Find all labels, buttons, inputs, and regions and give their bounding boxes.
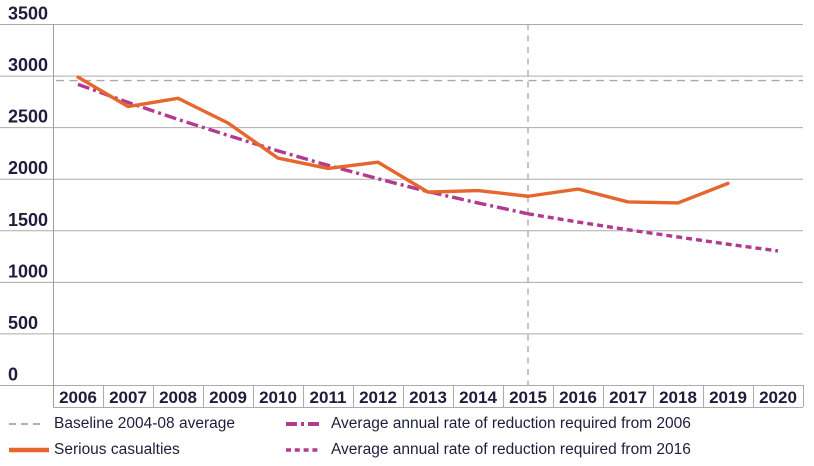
y-tick-label: 3500	[8, 4, 48, 24]
dotted-swatch	[285, 446, 331, 454]
x-tick-label: 2012	[359, 388, 397, 407]
x-tick-label: 2011	[310, 388, 347, 407]
x-tick-label: 2018	[659, 388, 697, 407]
y-tick-label: 1000	[8, 261, 48, 281]
x-tick-label: 2015	[509, 388, 547, 407]
required-from-2006-line	[77, 82, 529, 216]
legend-item-required-from-2016: Average annual rate of reduction require…	[285, 440, 691, 460]
y-tick-label: 2500	[8, 107, 48, 127]
y-tick-label: 2000	[8, 158, 48, 178]
x-tick-label: 2020	[759, 388, 797, 407]
y-tick-label: 3000	[8, 55, 48, 75]
legend-label-serious-casualties: Serious casualties	[54, 441, 180, 458]
x-tick-label: 2017	[609, 388, 647, 407]
x-tick-label: 2010	[259, 388, 297, 407]
x-tick-label: 2019	[709, 388, 747, 407]
y-tick-label: 1500	[8, 210, 48, 230]
serious-casualties-line	[76, 75, 730, 205]
axis-frame	[53, 24, 804, 408]
x-tick-label: 2007	[109, 388, 147, 407]
legend-label-baseline: Baseline 2004-08 average	[54, 415, 235, 432]
x-tick-label: 2009	[209, 388, 247, 407]
y-tick-label: 500	[8, 313, 38, 333]
legend-label-required-from-2006: Average annual rate of reduction require…	[331, 415, 691, 432]
x-axis-labels: 2006 2007 2008 2009 2010 2011 2012 2013 2014 2015…	[59, 388, 797, 407]
x-tick-label: 2008	[159, 388, 197, 407]
x-tick-label: 2006	[59, 388, 97, 407]
x-tick-label: 2016	[559, 388, 597, 407]
y-gridlines	[0, 24, 803, 386]
baseline-dashed-swatch	[8, 420, 54, 428]
legend-item-required-from-2006: Average annual rate of reduction require…	[285, 414, 691, 434]
y-tick-label: 0	[8, 365, 18, 385]
dash-dot-swatch	[285, 420, 331, 428]
legend-item-baseline: Baseline 2004-08 average	[8, 414, 235, 434]
solid-line-swatch	[8, 446, 54, 454]
x-tick-label: 2014	[459, 388, 497, 407]
legend-label-required-from-2016: Average annual rate of reduction require…	[331, 441, 691, 458]
required-from-2016-line	[527, 212, 779, 253]
y-axis-labels: 0 500 1000 1500 2000 2500 3000 3500	[8, 4, 48, 385]
x-tick-label: 2013	[409, 388, 447, 407]
legend-item-serious-casualties: Serious casualties	[8, 440, 180, 460]
